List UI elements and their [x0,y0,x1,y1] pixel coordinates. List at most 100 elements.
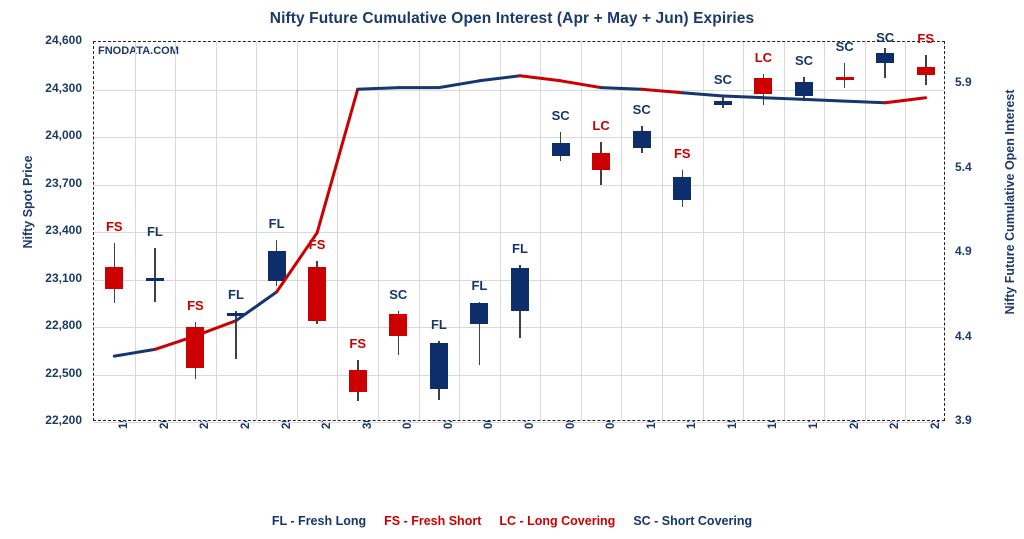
candle-tag-label: LC [754,49,773,65]
candle-body[interactable] [105,266,124,289]
candle-tag-label: FL [512,241,528,257]
gridline-horizontal [94,327,944,328]
y-axis-right-tick-label: 3.9 [955,413,972,427]
y-axis-right-tick-label: 4.4 [955,328,972,343]
open-interest-line-segment [437,79,481,90]
candle-tag-label: FS [187,298,204,314]
gridline-vertical [418,42,420,420]
candle-body[interactable] [592,152,611,171]
y-axis-left-tick-label: 22,800 [45,318,82,332]
legend: FL - Fresh Long FS - Fresh Short LC - Long… [0,514,1024,528]
y-axis-left-tick-label: 23,100 [45,270,82,285]
candle-body[interactable] [835,76,854,80]
candle-wick [154,247,156,302]
candle-tag-label: FS [308,236,326,252]
candle-body[interactable] [267,251,286,282]
open-interest-line-segment [599,86,644,91]
candle-body[interactable] [795,81,813,96]
gridline-vertical [702,42,704,420]
y-axis-left-tick-label: 24,300 [45,80,82,95]
y-axis-left-tick-label: 22,200 [45,413,82,427]
gridline-vertical [296,42,298,420]
candle-wick [478,301,481,365]
open-interest-line-segment [356,86,400,91]
gridline-vertical [459,42,461,420]
candle-body[interactable] [673,176,692,201]
candle-wick [235,311,237,359]
candle-body[interactable] [308,266,327,321]
candle-body[interactable] [551,143,570,156]
open-interest-line-segment [761,96,806,101]
candle-body[interactable] [713,100,732,106]
gridline-horizontal [94,232,944,233]
gridline-horizontal [94,89,944,91]
gridline-vertical [378,42,379,420]
y-axis-left-tick-label: 24,600 [45,33,82,47]
y-axis-left-tick-label: 23,400 [45,223,82,237]
open-interest-line-segment [518,74,563,83]
gridline-vertical [134,42,136,420]
gridline-vertical [215,42,217,420]
candle-tag-label: FL [268,215,285,231]
candle-body[interactable] [754,78,773,95]
gridline-vertical [743,42,745,420]
legend-item-fs: FS - Fresh Short [384,514,482,528]
candle-tag-label: FS [917,30,934,46]
open-interest-line-segment [883,96,928,105]
candle-body[interactable] [511,268,529,312]
gridline-vertical [499,42,501,420]
candle-body[interactable] [145,277,164,281]
candle-body[interactable] [429,342,448,389]
gridline-vertical [256,42,258,420]
gridline-vertical [662,42,663,420]
candle-tag-label: SC [876,30,895,45]
candle-tag-label: SC [794,52,814,68]
open-interest-line-segment [477,74,522,83]
open-interest-line-segment [193,319,238,338]
open-interest-line-segment [680,91,725,98]
candle-body[interactable] [348,369,367,392]
open-interest-line-segment [721,94,765,100]
candle-tag-label: FS [673,146,691,162]
candle-body[interactable] [389,314,408,337]
watermark-label: FNODATA.COM [98,45,179,57]
open-interest-line-segment [275,231,319,294]
y-axis-right-tick-label: 4.9 [955,244,972,259]
y-axis-right-tick-label: 5.9 [955,75,972,90]
open-interest-line-segment [153,334,197,351]
open-interest-line-segment [640,87,684,95]
candle-tag-label: FL [471,277,488,293]
candle-tag-label: LC [592,117,610,133]
gridline-vertical [864,42,866,420]
candle-body[interactable] [632,130,651,149]
open-interest-line-segment [559,79,603,90]
candle-tag-label: FL [228,287,244,303]
candle-tag-label: SC [835,38,854,54]
gridline-vertical [905,42,907,420]
candle-tag-label: SC [389,287,408,303]
open-interest-line-segment [315,87,360,235]
candle-tag-label: SC [551,108,570,124]
gridline-vertical [824,42,826,420]
y-axis-left-tick-label: 23,700 [45,175,82,190]
page-title: Nifty Future Cumulative Open Interest (A… [269,10,755,27]
gridline-vertical [175,42,177,420]
candle-body[interactable] [227,312,245,316]
gridline-horizontal [94,422,944,423]
gridline-vertical [621,42,623,420]
gridline-horizontal [94,374,944,376]
gridline-horizontal [94,137,944,138]
open-interest-line-segment [802,97,847,103]
legend-item-lc: LC - Long Covering [499,514,616,528]
candle-tag-label: FS [105,219,123,235]
candle-body[interactable] [470,303,489,324]
gridline-vertical [580,42,582,420]
legend-item-sc: SC - Short Covering [633,514,753,528]
candle-tag-label: FL [430,317,447,333]
candle-body[interactable] [876,53,895,63]
open-interest-line-segment [234,290,279,323]
candle-tag-label: SC [632,101,651,117]
open-interest-line-segment [843,99,887,105]
candle-body[interactable] [916,67,935,76]
legend-item-fl: FL - Fresh Long [271,514,367,528]
